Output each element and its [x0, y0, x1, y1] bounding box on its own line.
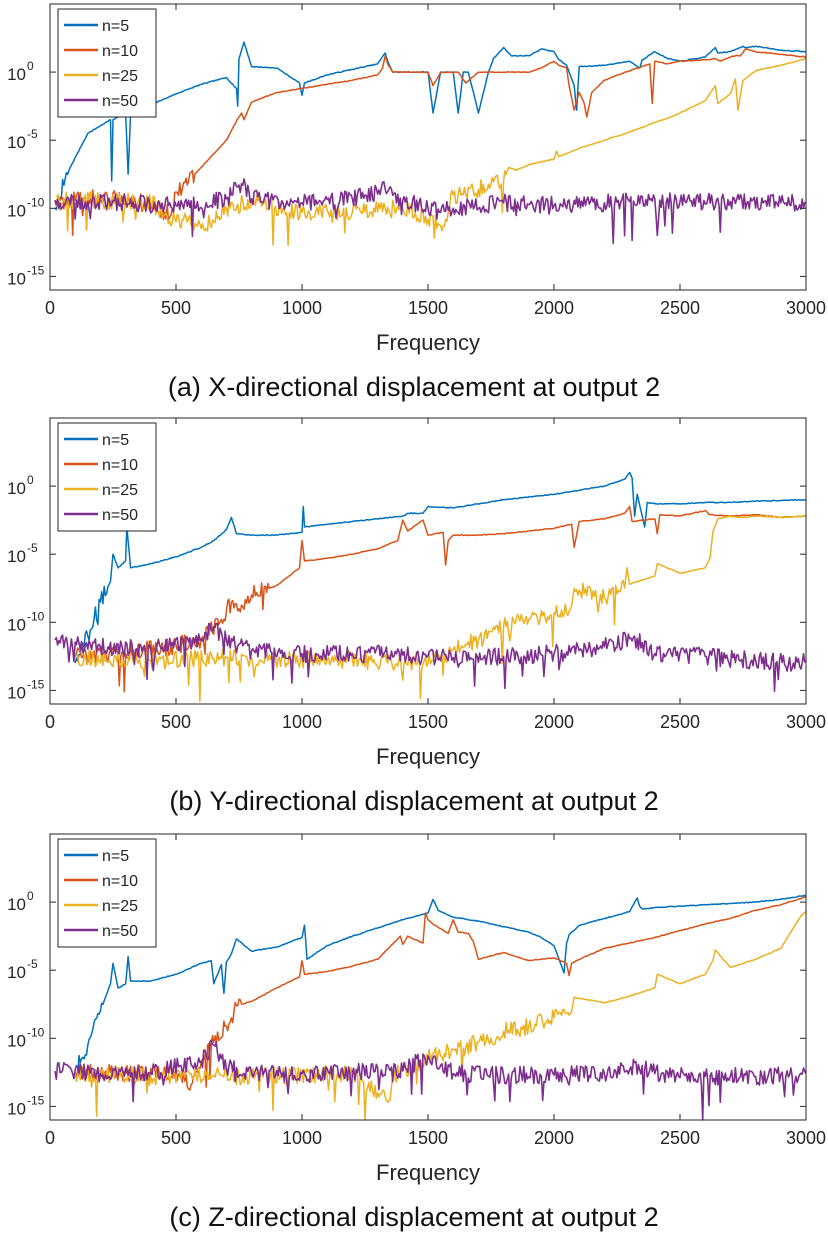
x-axis-label: Frequency: [376, 330, 480, 355]
series-line-n10: [54, 48, 806, 237]
chart-caption: (b) Y-directional displacement at output…: [169, 786, 659, 816]
y-tick-label: 10: [7, 269, 26, 288]
series-line-n10: [74, 895, 807, 1091]
y-tick-label: 10: [7, 65, 26, 84]
x-tick-label: 3000: [786, 298, 826, 318]
y-tick-label: 10: [7, 547, 26, 566]
series-line-n50: [54, 178, 807, 245]
x-axis-label: Frequency: [376, 1160, 480, 1185]
chart-caption: (a) X-directional displacement at output…: [167, 372, 661, 402]
y-tick-label: 10: [7, 201, 26, 220]
y-tick-exponent: -10: [27, 195, 45, 209]
x-tick-label: 1000: [282, 1128, 322, 1148]
y-tick-label: 10: [7, 1099, 26, 1118]
x-tick-label: 2500: [660, 298, 700, 318]
y-tick-exponent: -15: [27, 263, 45, 277]
x-tick-label: 1000: [282, 712, 322, 732]
legend-label: n=50: [102, 507, 138, 524]
y-tick-exponent: 0: [27, 473, 34, 487]
y-tick-exponent: -15: [27, 1093, 45, 1107]
x-tick-label: 1500: [408, 712, 448, 732]
series-line-n50: [54, 1039, 807, 1121]
legend-label: n=50: [102, 93, 138, 110]
x-tick-label: 2000: [534, 298, 574, 318]
series-line-n5: [74, 471, 807, 664]
y-tick-label: 10: [7, 1031, 26, 1050]
x-tick-label: 3000: [786, 1128, 826, 1148]
x-axis-label: Frequency: [376, 744, 480, 769]
y-tick-exponent: -10: [27, 609, 45, 623]
x-tick-label: 2000: [534, 712, 574, 732]
legend-label: n=50: [102, 923, 138, 940]
series-line-n5: [74, 894, 806, 1079]
y-tick-label: 10: [7, 479, 26, 498]
y-tick-label: 10: [7, 963, 26, 982]
x-tick-label: 1000: [282, 298, 322, 318]
legend: n=5 n=10 n=25 n=50: [57, 8, 157, 118]
legend-label: n=10: [102, 43, 138, 60]
x-tick-label: 1500: [408, 298, 448, 318]
x-tick-label: 3000: [786, 712, 826, 732]
x-tick-label: 2500: [660, 712, 700, 732]
chart-caption: (c) Z-directional displacement at output…: [169, 1202, 659, 1232]
legend-label: n=5: [102, 432, 129, 449]
x-tick-label: 0: [45, 298, 55, 318]
y-tick-label: 10: [7, 683, 26, 702]
y-tick-label: 10: [7, 895, 26, 914]
y-tick-exponent: -5: [27, 541, 38, 555]
y-tick-exponent: -15: [27, 677, 45, 691]
legend-label: n=10: [102, 873, 138, 890]
x-tick-label: 500: [161, 712, 191, 732]
y-tick-label: 10: [7, 133, 26, 152]
legend-label: n=5: [102, 18, 129, 35]
x-tick-label: 0: [45, 1128, 55, 1148]
legend: n=5 n=10 n=25 n=50: [57, 422, 157, 532]
plot-area: [50, 4, 806, 290]
x-tick-label: 500: [161, 298, 191, 318]
legend: n=5 n=10 n=25 n=50: [57, 838, 157, 948]
series-line-n25: [74, 910, 807, 1121]
y-tick-exponent: 0: [27, 59, 34, 73]
legend-label: n=25: [102, 898, 138, 915]
y-tick-exponent: -10: [27, 1025, 45, 1039]
legend-label: n=5: [102, 848, 129, 865]
legend-label: n=10: [102, 457, 138, 474]
x-tick-label: 2000: [534, 1128, 574, 1148]
y-tick-exponent: 0: [27, 889, 34, 903]
y-tick-exponent: -5: [27, 127, 38, 141]
x-tick-label: 1500: [408, 1128, 448, 1148]
x-tick-label: 0: [45, 712, 55, 732]
y-tick-label: 10: [7, 615, 26, 634]
legend-label: n=25: [102, 482, 138, 499]
x-tick-label: 2500: [660, 1128, 700, 1148]
legend-label: n=25: [102, 68, 138, 85]
y-tick-exponent: -5: [27, 957, 38, 971]
x-tick-label: 500: [161, 1128, 191, 1148]
series-line-n50: [54, 622, 806, 693]
